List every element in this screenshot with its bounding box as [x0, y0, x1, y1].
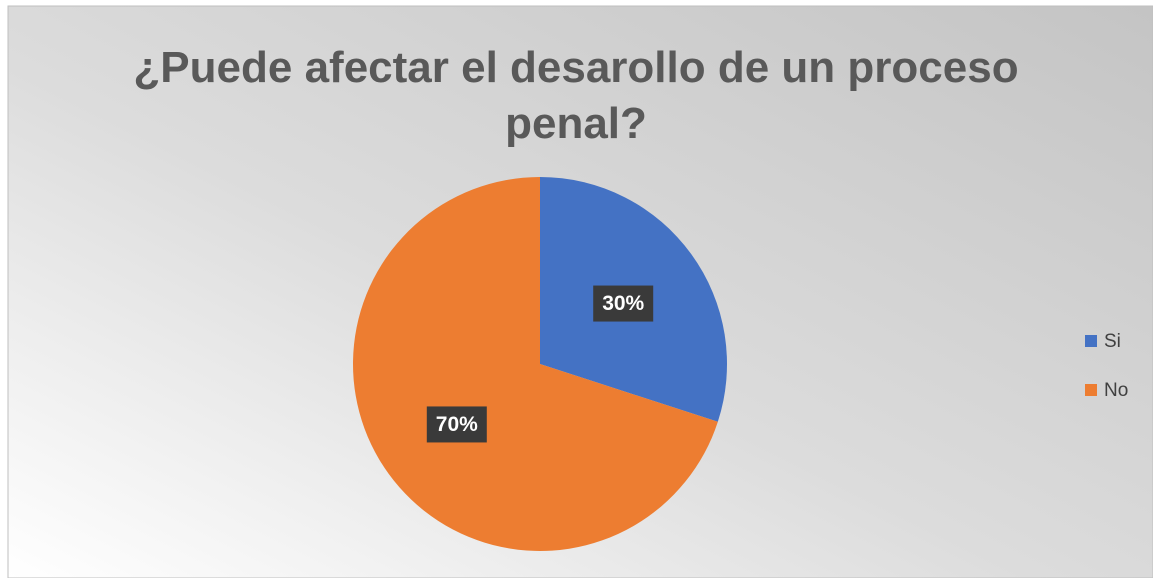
legend-label: No: [1104, 380, 1128, 401]
data-label: 30%: [602, 292, 644, 315]
pie-slice: [353, 177, 718, 551]
data-label-box: [593, 285, 654, 322]
data-label: 70%: [436, 413, 478, 436]
data-label-box: [426, 406, 487, 443]
legend-label: Si: [1104, 331, 1121, 352]
legend-swatch: [1085, 384, 1097, 396]
legend-swatch: [1085, 335, 1097, 347]
chart-title: ¿Puede afectar el desarollo de un proces…: [133, 43, 1019, 148]
